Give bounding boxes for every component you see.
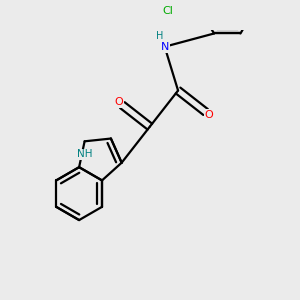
Text: H: H <box>155 31 163 41</box>
Text: O: O <box>115 98 123 107</box>
Text: O: O <box>205 110 213 120</box>
Text: Cl: Cl <box>163 6 173 16</box>
Text: NH: NH <box>77 149 92 159</box>
Text: N: N <box>160 42 169 52</box>
